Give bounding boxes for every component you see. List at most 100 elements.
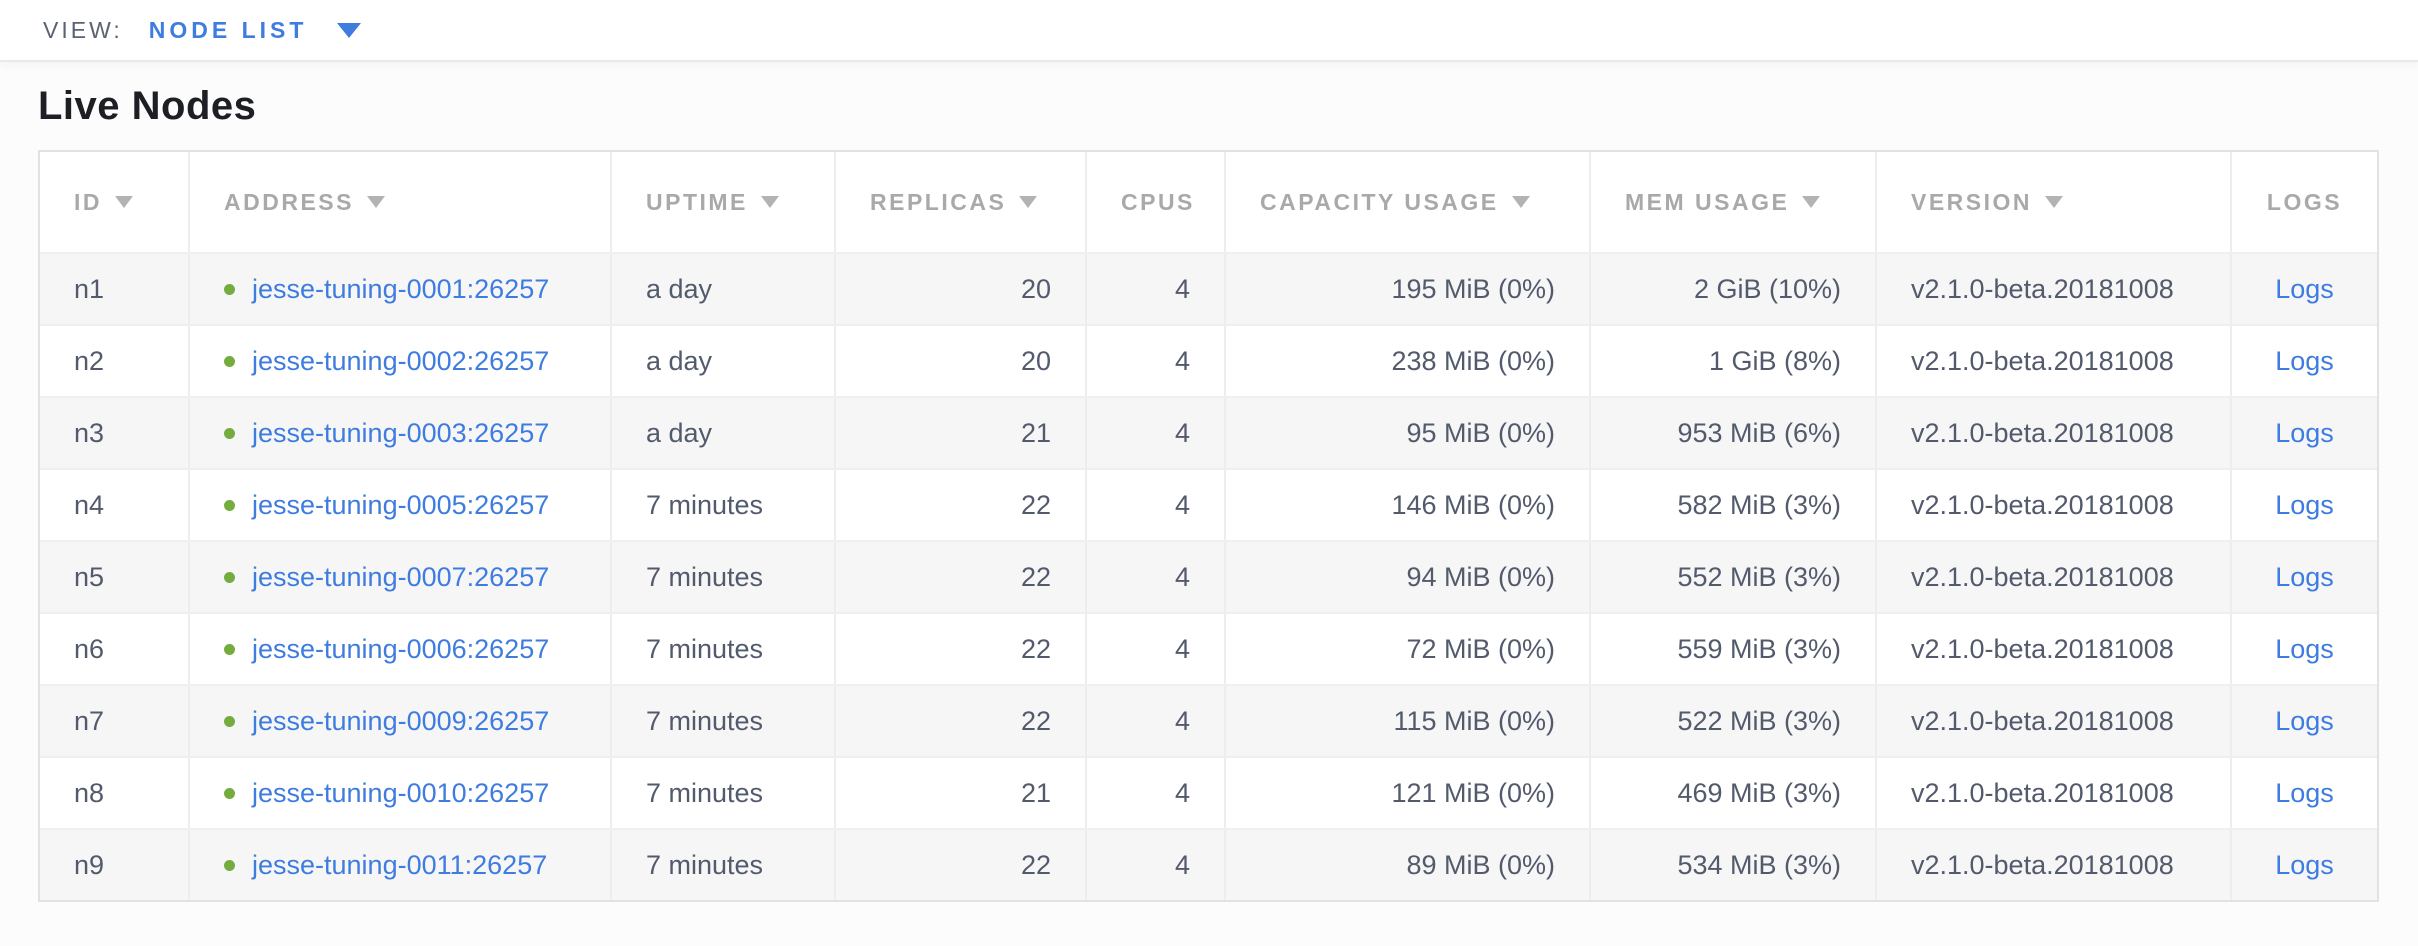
cell-cpus: 4	[1085, 542, 1224, 612]
cell-address: jesse-tuning-0001:26257	[188, 254, 610, 324]
logs-link[interactable]: Logs	[2275, 849, 2334, 880]
cell-replicas: 22	[834, 542, 1085, 612]
cell-logs: Logs	[2230, 254, 2377, 324]
column-header-capacity[interactable]: CAPACITY USAGE	[1224, 152, 1589, 252]
logs-link[interactable]: Logs	[2275, 345, 2334, 376]
cell-value: 21	[1020, 777, 1051, 808]
node-address-link[interactable]: jesse-tuning-0001:26257	[252, 273, 550, 304]
cell-value: 7 minutes	[646, 705, 764, 736]
node-address-link[interactable]: jesse-tuning-0009:26257	[252, 705, 550, 736]
cell-id: n9	[40, 830, 188, 900]
cell-value: 22	[1020, 705, 1051, 736]
column-header-label: ID	[74, 188, 102, 215]
logs-link[interactable]: Logs	[2275, 273, 2334, 304]
table-row: n2 jesse-tuning-0002:26257 a day 20 4 238 MiB…	[40, 324, 2377, 396]
column-header-address[interactable]: ADDRESS	[188, 152, 610, 252]
live-nodes-table: ID ADDRESS UPTIME REPLICAS CPUS CAPACITY USAG…	[38, 150, 2379, 902]
cell-cpus: 4	[1085, 758, 1224, 828]
cell-value: a day	[646, 417, 713, 448]
node-address-link[interactable]: jesse-tuning-0010:26257	[252, 777, 550, 808]
node-address-link[interactable]: jesse-tuning-0011:26257	[252, 849, 548, 880]
cell-cpus: 4	[1085, 830, 1224, 900]
cell-capacity: 195 MiB (0%)	[1224, 254, 1589, 324]
table-row: n3 jesse-tuning-0003:26257 a day 21 4 95 MiB …	[40, 396, 2377, 468]
column-header-uptime[interactable]: UPTIME	[610, 152, 834, 252]
column-header-mem[interactable]: MEM USAGE	[1589, 152, 1875, 252]
cell-mem: 582 MiB (3%)	[1589, 470, 1875, 540]
cell-value: 89 MiB (0%)	[1406, 849, 1555, 880]
logs-link[interactable]: Logs	[2275, 489, 2334, 520]
cell-replicas: 21	[834, 758, 1085, 828]
table-row: n8 jesse-tuning-0010:26257 7 minutes 21 4 121…	[40, 756, 2377, 828]
logs-link[interactable]: Logs	[2275, 777, 2334, 808]
cell-address: jesse-tuning-0002:26257	[188, 326, 610, 396]
cell-value: 4	[1174, 345, 1190, 376]
column-header-label: CAPACITY USAGE	[1260, 188, 1499, 215]
cell-replicas: 22	[834, 686, 1085, 756]
cell-value: 22	[1020, 633, 1051, 664]
cell-value: 4	[1174, 777, 1190, 808]
cell-value: n4	[74, 489, 105, 520]
cell-value: 20	[1020, 345, 1051, 376]
cell-replicas: 22	[834, 614, 1085, 684]
view-selector-dropdown[interactable]: NODE LIST	[149, 17, 362, 44]
sort-desc-icon	[366, 196, 385, 208]
cell-logs: Logs	[2230, 326, 2377, 396]
cell-id: n5	[40, 542, 188, 612]
logs-link[interactable]: Logs	[2275, 561, 2334, 592]
cell-cpus: 4	[1085, 614, 1224, 684]
table-row: n4 jesse-tuning-0005:26257 7 minutes 22 4 146…	[40, 468, 2377, 540]
cell-value: 552 MiB (3%)	[1677, 561, 1841, 592]
cell-value: v2.1.0-beta.20181008	[1911, 345, 2174, 376]
node-healthy-dot-icon	[224, 571, 235, 583]
cell-logs: Logs	[2230, 398, 2377, 468]
table-body: n1 jesse-tuning-0001:26257 a day 20 4 195 MiB…	[40, 252, 2377, 900]
node-address-link[interactable]: jesse-tuning-0002:26257	[252, 345, 550, 376]
cell-value: a day	[646, 345, 713, 376]
cell-logs: Logs	[2230, 686, 2377, 756]
node-address-link[interactable]: jesse-tuning-0007:26257	[252, 561, 550, 592]
logs-link[interactable]: Logs	[2275, 705, 2334, 736]
cell-uptime: 7 minutes	[610, 830, 834, 900]
cell-logs: Logs	[2230, 758, 2377, 828]
cell-capacity: 89 MiB (0%)	[1224, 830, 1589, 900]
cell-mem: 953 MiB (6%)	[1589, 398, 1875, 468]
cell-value: n9	[74, 849, 105, 880]
cell-logs: Logs	[2230, 830, 2377, 900]
node-healthy-dot-icon	[224, 787, 235, 799]
cell-value: n6	[74, 633, 105, 664]
cell-mem: 522 MiB (3%)	[1589, 686, 1875, 756]
cell-value: 7 minutes	[646, 489, 764, 520]
table-header-row: ID ADDRESS UPTIME REPLICAS CPUS CAPACITY USAG…	[40, 152, 2377, 252]
cell-value: 22	[1020, 849, 1051, 880]
cell-value: 4	[1174, 705, 1190, 736]
column-header-label: CPUS	[1121, 188, 1195, 215]
node-address-link[interactable]: jesse-tuning-0005:26257	[252, 489, 550, 520]
cell-cpus: 4	[1085, 470, 1224, 540]
cell-logs: Logs	[2230, 542, 2377, 612]
cell-capacity: 94 MiB (0%)	[1224, 542, 1589, 612]
cell-value: n2	[74, 345, 105, 376]
logs-link[interactable]: Logs	[2275, 633, 2334, 664]
cell-id: n4	[40, 470, 188, 540]
cell-value: 22	[1020, 561, 1051, 592]
cell-version: v2.1.0-beta.20181008	[1875, 758, 2230, 828]
cell-version: v2.1.0-beta.20181008	[1875, 470, 2230, 540]
cell-version: v2.1.0-beta.20181008	[1875, 326, 2230, 396]
cell-uptime: a day	[610, 254, 834, 324]
cell-mem: 559 MiB (3%)	[1589, 614, 1875, 684]
column-header-logs: LOGS	[2230, 152, 2377, 252]
node-address-link[interactable]: jesse-tuning-0006:26257	[252, 633, 550, 664]
cell-replicas: 22	[834, 830, 1085, 900]
node-address-link[interactable]: jesse-tuning-0003:26257	[252, 417, 550, 448]
cell-value: 4	[1174, 633, 1190, 664]
column-header-replicas[interactable]: REPLICAS	[834, 152, 1085, 252]
cell-capacity: 146 MiB (0%)	[1224, 470, 1589, 540]
column-header-id[interactable]: ID	[40, 152, 188, 252]
column-header-label: UPTIME	[646, 188, 748, 215]
cell-uptime: 7 minutes	[610, 686, 834, 756]
column-header-version[interactable]: VERSION	[1875, 152, 2230, 252]
logs-link[interactable]: Logs	[2275, 417, 2334, 448]
cell-logs: Logs	[2230, 614, 2377, 684]
cell-version: v2.1.0-beta.20181008	[1875, 686, 2230, 756]
